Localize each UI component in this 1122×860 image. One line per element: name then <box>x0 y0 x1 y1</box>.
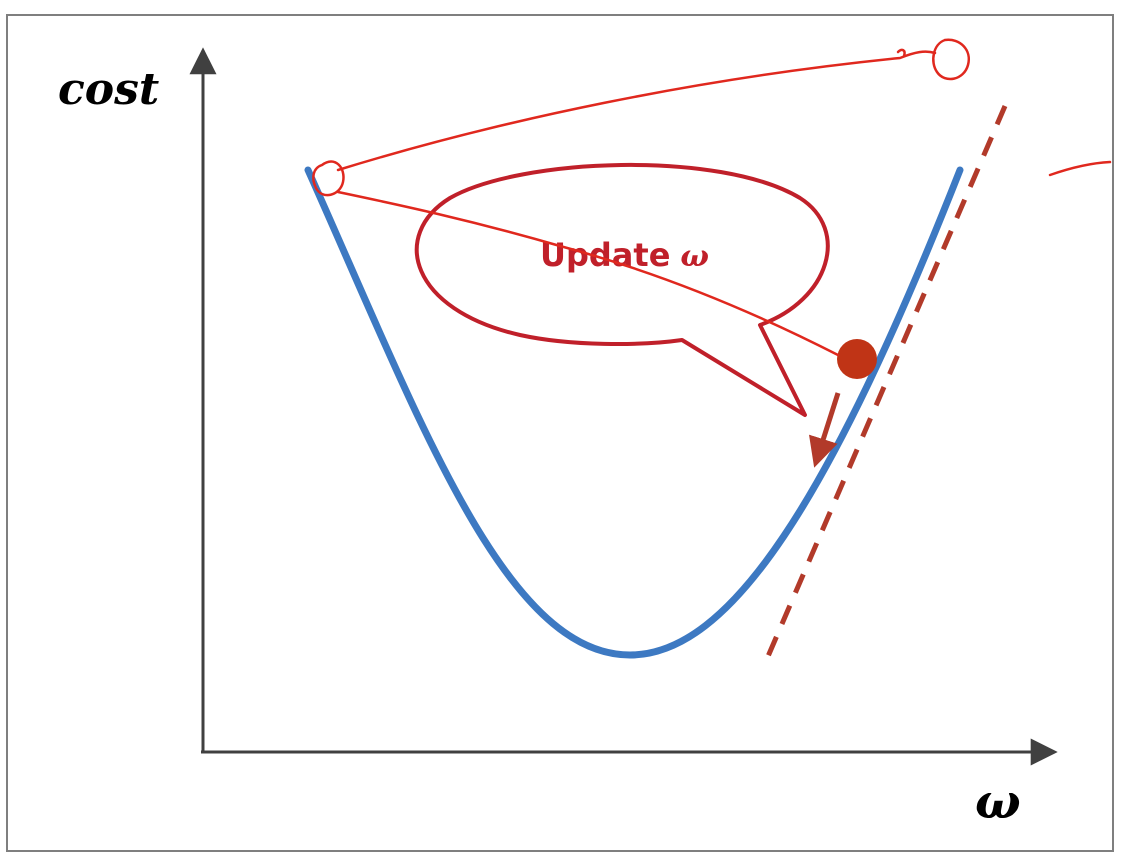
current-point-marker <box>837 339 877 379</box>
diagram-frame <box>6 14 1114 852</box>
top-stroke <box>336 50 937 172</box>
edge-mark <box>1048 160 1112 177</box>
y-axis-label: cost <box>58 64 159 115</box>
top-right-circle <box>932 38 971 81</box>
left-end-circle <box>312 160 345 197</box>
pointer-stroke <box>336 190 840 357</box>
callout-label: Update ω <box>540 236 709 274</box>
cost-curve <box>304 166 964 659</box>
descent-step-arrow <box>808 392 841 468</box>
handwritten-annotations <box>312 38 1112 357</box>
tangent-line <box>760 105 1008 669</box>
x-axis-label: ω <box>975 774 1021 830</box>
speech-bubble <box>414 163 830 417</box>
top-right-tick <box>896 48 906 58</box>
